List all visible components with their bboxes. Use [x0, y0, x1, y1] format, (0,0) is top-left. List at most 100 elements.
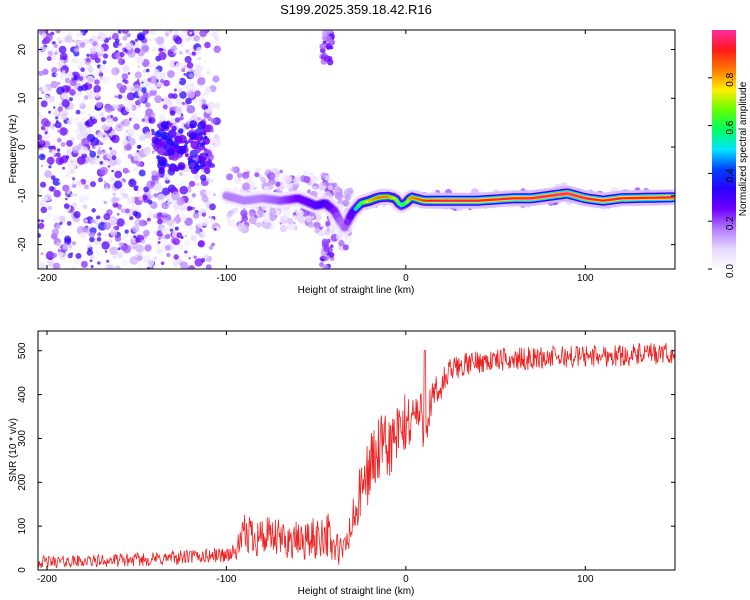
- spectrogram-noise-blob: [62, 184, 70, 192]
- spectrogram-noise-blob: [97, 232, 102, 237]
- spectrogram-noise-blob: [186, 105, 195, 114]
- spectrogram-noise-blob: [116, 218, 125, 227]
- spectrogram-noise-blob: [134, 71, 142, 79]
- spectrogram-noise-blob: [136, 192, 140, 195]
- spectrogram-noise-blob: [96, 155, 100, 159]
- spectrogram-noise-blob: [274, 214, 278, 218]
- spectrogram-noise-blob: [214, 226, 221, 233]
- spectrogram-noise-blob: [173, 209, 179, 216]
- spectrogram-noise-blob: [318, 182, 326, 191]
- spectrogram-noise-blob: [52, 178, 61, 186]
- spectrogram-noise-blob: [46, 250, 54, 259]
- snr-x-tick-label: -100: [216, 574, 236, 585]
- spectrogram-noise-blob: [141, 239, 146, 244]
- spectrogram-noise-blob: [51, 228, 60, 236]
- spectrogram-noise-blob: [201, 195, 209, 203]
- spectrogram-noise-blob: [151, 117, 155, 120]
- spectrogram-noise-blob: [282, 212, 290, 220]
- spectrogram-noise-blob: [125, 222, 128, 226]
- spectrogram-noise-blob: [113, 180, 123, 189]
- spectrogram-noise-blob: [97, 149, 103, 155]
- spectrogram-noise-blob: [328, 252, 335, 258]
- spectrogram-noise-blob: [211, 31, 218, 38]
- spectrogram-noise-blob: [241, 215, 248, 222]
- spectrogram-noise-blob: [89, 150, 97, 158]
- spectrogram-noise-blob: [90, 265, 94, 268]
- spectrogram-noise-blob: [189, 224, 194, 229]
- spectrogram-noise-blob: [171, 125, 177, 131]
- spectrogram-noise-blob: [195, 182, 200, 187]
- spectrogram-noise-blob: [174, 83, 180, 89]
- spectrogram-noise-blob: [146, 210, 153, 217]
- colorbar-tick-label: 0.2: [725, 216, 736, 230]
- colorbar-tick-label: 0.6: [725, 120, 736, 134]
- spectrogram-noise-blob: [172, 259, 177, 263]
- spectrogram-noise-blob: [113, 116, 118, 122]
- spectrogram-noise-blob: [117, 30, 122, 34]
- spectrogram-noise-blob: [89, 47, 97, 55]
- spectrogram-noise-blob: [193, 212, 200, 219]
- spectrogram-noise-blob: [184, 48, 190, 54]
- spectrogram-noise-blob: [178, 77, 187, 86]
- spectrogram-noise-blob: [137, 95, 146, 103]
- figure-title: S199.2025.359.18.42.R16: [280, 2, 432, 17]
- spectrogram-noise-blob: [127, 135, 133, 141]
- spectrogram-noise-blob: [171, 231, 179, 238]
- spectrogram-noise-blob: [93, 159, 100, 166]
- spectrogram-noise-blob: [41, 219, 44, 223]
- spectrogram-x-tick-label: -200: [37, 273, 57, 284]
- spectrogram-noise-blob: [136, 145, 141, 149]
- spectrogram-noise-blob: [191, 51, 196, 56]
- spectrogram-noise-blob: [199, 84, 203, 88]
- snr-x-tick-label: 0: [403, 574, 409, 585]
- spectrogram-noise-blob: [151, 48, 156, 52]
- spectrogram-noise-blob: [131, 116, 139, 124]
- spectrogram-noise-blob: [178, 128, 184, 134]
- spectrogram-noise-blob: [255, 167, 260, 172]
- spectrogram-noise-blob: [202, 137, 211, 145]
- spectrogram-noise-blob: [153, 256, 158, 260]
- spectrogram-noise-blob: [122, 193, 129, 199]
- spectrogram-noise-blob: [165, 32, 170, 37]
- spectrogram-noise-blob: [57, 106, 63, 112]
- spectrogram-noise-blob: [314, 227, 321, 234]
- spectrogram-noise-blob: [61, 99, 70, 108]
- spectrogram-noise-blob: [73, 211, 81, 219]
- spectrogram-noise-blob: [286, 222, 296, 232]
- spectrogram-noise-blob: [151, 170, 158, 177]
- spectrogram-noise-blob: [109, 149, 117, 157]
- spectrogram-noise-blob: [154, 94, 158, 98]
- spectrogram-noise-blob: [160, 131, 170, 141]
- spectrogram-noise-blob: [174, 36, 183, 45]
- spectrogram-noise-blob: [99, 69, 102, 73]
- spectrogram-noise-blob: [90, 218, 96, 224]
- spectrogram-noise-blob: [102, 53, 109, 59]
- colorbar-label: Normalized spectral amplitude: [738, 81, 749, 216]
- spectrogram-noise-blob: [80, 109, 86, 116]
- spectrogram-noise-blob: [179, 50, 183, 55]
- spectrogram-noise-blob: [58, 215, 66, 223]
- spectrogram-noise-blob: [181, 68, 186, 73]
- spectrogram-noise-blob: [146, 217, 151, 222]
- spectrogram-noise-blob: [133, 123, 140, 130]
- spectrogram-noise-blob: [58, 247, 62, 251]
- spectrogram-noise-blob: [190, 140, 200, 150]
- spectrogram-noise-blob: [138, 104, 141, 108]
- spectrogram-noise-blob: [254, 172, 260, 178]
- spectrogram-noise-blob: [77, 85, 84, 92]
- spectrogram-noise-blob: [84, 120, 90, 127]
- spectrogram-noise-blob: [109, 176, 116, 182]
- spectrogram-x-tick-label: 0: [403, 273, 409, 284]
- spectrogram-noise-blob: [56, 61, 60, 65]
- spectrogram-noise-blob: [40, 206, 48, 214]
- spectrogram-noise-blob: [172, 63, 175, 66]
- spectrogram-noise-blob: [199, 30, 207, 38]
- spectrogram-y-ticks: -20 -10 0 10 20: [17, 44, 675, 252]
- spectrogram-noise-blob: [104, 250, 108, 253]
- spectrogram-noise-blob: [312, 176, 319, 182]
- spectrogram-noise-blob: [329, 179, 333, 183]
- spectrogram-noise-blob: [320, 258, 324, 262]
- spectrogram-noise-blob: [173, 254, 179, 260]
- spectrogram-noise-blob: [93, 85, 101, 93]
- spectrogram-noise-blob: [46, 213, 51, 218]
